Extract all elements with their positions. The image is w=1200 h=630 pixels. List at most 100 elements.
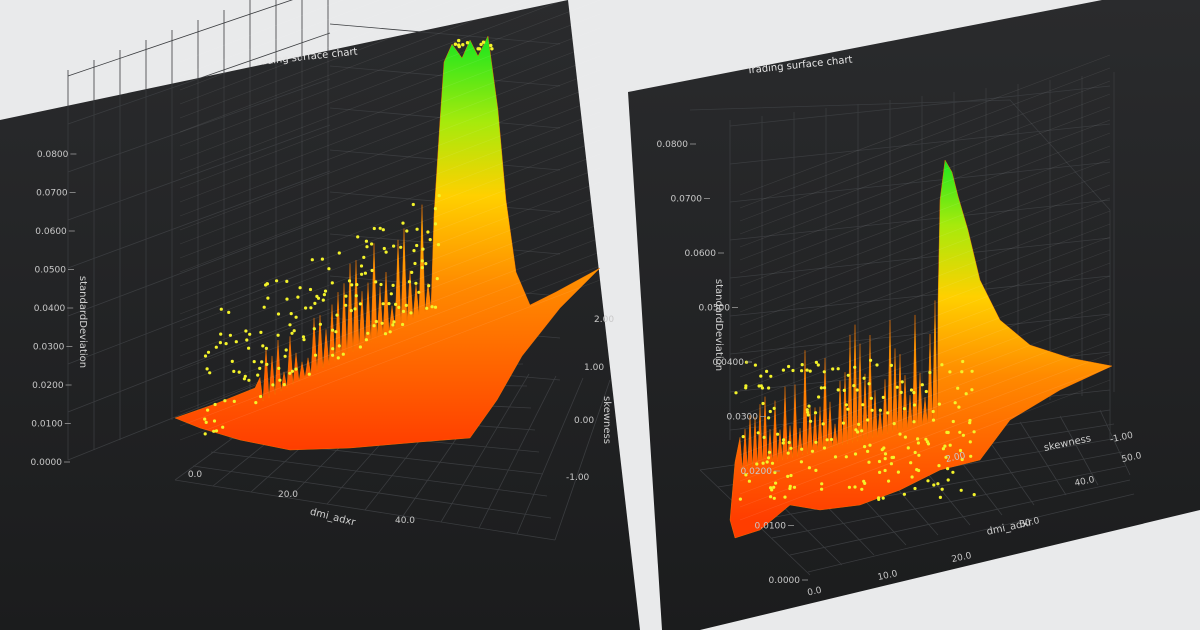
scatter-point	[276, 312, 281, 316]
scatter-point	[916, 437, 920, 441]
scatter-point	[961, 433, 966, 437]
grid-line	[192, 465, 552, 519]
left-z-ticks: -1.00 0.00 1.00 2.00	[566, 315, 614, 483]
scatter-point	[772, 496, 776, 500]
scatter-point	[244, 329, 248, 333]
scatter-point	[944, 455, 948, 459]
scatter-point	[867, 460, 871, 464]
scatter-point	[288, 371, 292, 375]
scatter-point	[353, 307, 357, 311]
scatter-point	[349, 309, 353, 313]
scatter-point	[755, 462, 759, 466]
surface-gridline	[179, 153, 601, 315]
x-tick-label: 50.0	[1121, 451, 1143, 465]
grid-line	[753, 451, 1123, 522]
right-y-ticks: 0.0000 0.0100 0.0200 0.0300 0.0400 0.0500 0.06…	[657, 140, 808, 586]
surface-gridline	[179, 0, 565, 147]
scatter-point	[968, 418, 972, 423]
scatter-point	[261, 344, 265, 348]
scatter-point	[260, 360, 264, 364]
scatter-point	[883, 468, 887, 473]
scatter-point	[821, 422, 825, 426]
scatter-point	[931, 409, 935, 414]
scatter-point	[915, 468, 919, 472]
surface-gridline	[739, 145, 1111, 287]
y-tick-label: 0.0700	[36, 189, 68, 199]
scatter-point	[744, 473, 748, 477]
scatter-point	[868, 443, 872, 447]
left-y-axis-label: standardDeviation	[77, 276, 88, 368]
scatter-point	[931, 418, 936, 422]
grid-line	[729, 275, 1111, 317]
scatter-point	[768, 409, 772, 414]
scatter-point	[813, 411, 818, 415]
scatter-point	[844, 403, 849, 407]
scatter-point	[937, 402, 942, 406]
grid-line	[67, 354, 331, 461]
scatter-point	[399, 245, 403, 249]
grid-line	[440, 373, 530, 523]
scatter-point	[792, 485, 797, 489]
right-z-ticks: -1.00 2.00	[945, 431, 1135, 465]
scatter-point	[869, 396, 873, 400]
scatter-point	[232, 399, 236, 403]
scatter-point	[881, 395, 885, 399]
surface-gridline	[739, 67, 1111, 209]
z-tick-label: 2.00	[594, 315, 614, 325]
scatter-point	[341, 352, 345, 356]
scatter-point	[370, 242, 374, 246]
scatter-point	[205, 367, 209, 371]
scatter-point	[806, 410, 810, 414]
scatter-point	[433, 222, 438, 226]
scatter-point	[734, 391, 738, 395]
y-tick-label: 0.0500	[699, 304, 731, 314]
scatter-point	[203, 354, 208, 358]
scatter-point	[786, 474, 790, 478]
grid-line	[807, 493, 1135, 573]
scatter-point	[912, 391, 916, 395]
scatter-point	[825, 438, 829, 442]
scatter-point	[917, 453, 921, 457]
scatter-point	[433, 207, 437, 211]
scatter-point	[800, 369, 804, 373]
surface-gridline	[739, 340, 1111, 482]
scatter-point	[972, 430, 976, 434]
left-chart: Trading surface chart 0.00000.01000.0200…	[0, 0, 640, 630]
grid-line	[729, 123, 1111, 165]
scatter-point	[900, 380, 904, 384]
scatter-point	[290, 331, 294, 335]
surface-gridline	[739, 366, 1111, 508]
surface-gridline	[179, 111, 601, 273]
scatter-point	[309, 306, 313, 310]
scatter-point	[232, 369, 236, 373]
scatter-point	[862, 376, 866, 380]
grid-line	[174, 479, 556, 541]
scatter-point	[481, 40, 486, 44]
scatter-point	[857, 422, 861, 426]
scatter-point	[883, 452, 888, 456]
scatter-point	[895, 385, 899, 389]
scatter-point	[913, 486, 917, 491]
y-tick-label: 0.0600	[685, 249, 717, 259]
scatter-point	[902, 407, 907, 411]
scatter-point	[310, 258, 314, 262]
surface-gridline	[179, 69, 601, 231]
scatter-point	[805, 408, 809, 412]
scatter-point	[359, 264, 364, 268]
scatter-point	[394, 302, 398, 306]
grid-line	[729, 199, 1111, 241]
scatter-point	[756, 431, 760, 435]
grid-line	[516, 377, 584, 535]
scatter-point	[867, 382, 871, 386]
scatter-point	[738, 497, 743, 501]
scatter-point	[945, 430, 949, 434]
scatter-point	[397, 305, 401, 309]
scatter-point	[247, 378, 251, 382]
scatter-point	[910, 475, 914, 479]
scatter-point	[957, 405, 961, 409]
scatter-point	[266, 296, 270, 300]
scatter-point	[916, 441, 921, 445]
scatter-point	[787, 364, 791, 369]
scatter-point	[765, 460, 769, 464]
